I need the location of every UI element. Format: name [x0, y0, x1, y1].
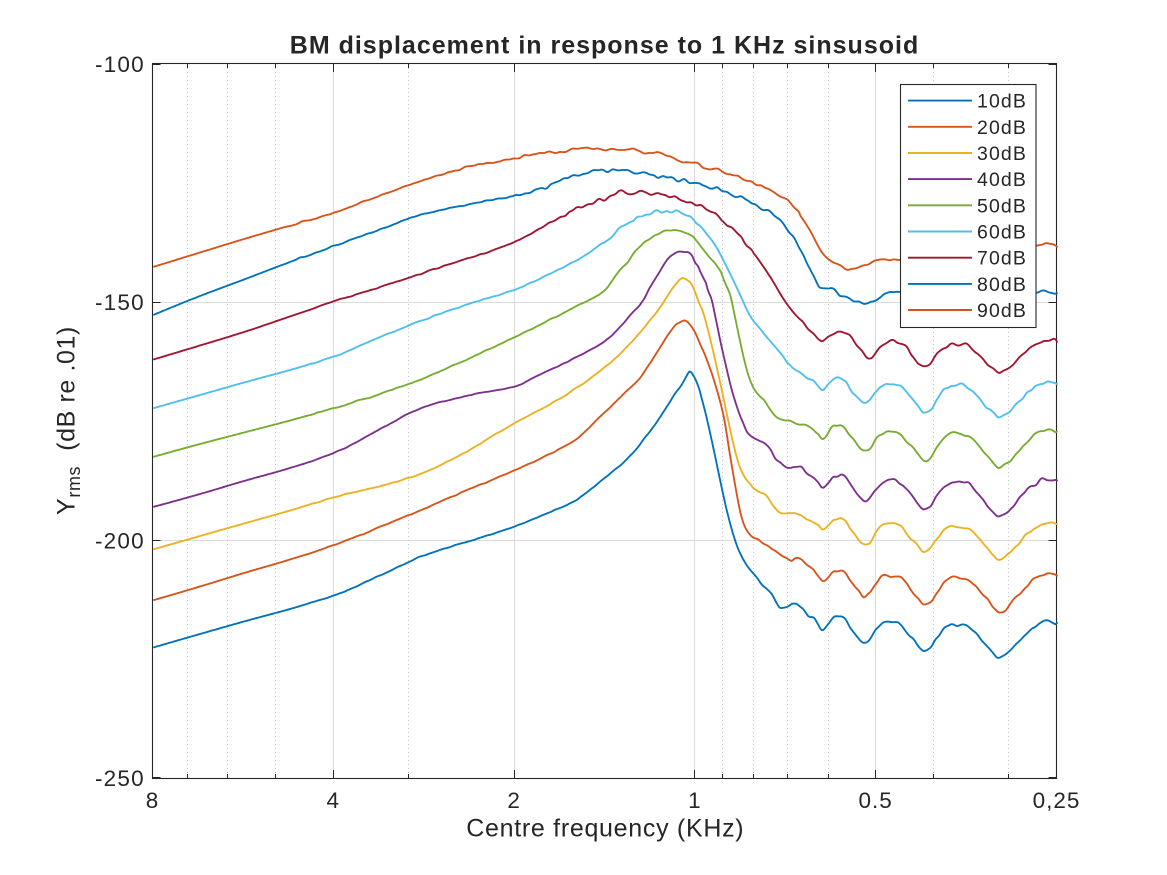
svg-text:4: 4: [327, 788, 341, 813]
svg-text:10dB: 10dB: [977, 91, 1027, 113]
svg-text:8: 8: [146, 788, 160, 813]
svg-text:-200: -200: [95, 528, 145, 553]
svg-text:BM displacement in response to: BM displacement in response to 1 KHz sin…: [290, 32, 919, 60]
svg-text:40dB: 40dB: [977, 169, 1027, 191]
svg-text:60dB: 60dB: [977, 222, 1027, 244]
svg-text:50dB: 50dB: [977, 195, 1027, 217]
svg-text:Centre frequency (KHz): Centre frequency (KHz): [466, 815, 744, 843]
svg-text:-100: -100: [95, 52, 145, 77]
svg-text:70dB: 70dB: [977, 248, 1027, 270]
svg-text:0,25: 0,25: [1033, 788, 1081, 813]
svg-text:Yrms (dB re .01): Yrms (dB re .01): [53, 326, 85, 515]
svg-text:1: 1: [688, 788, 702, 813]
svg-text:2: 2: [507, 788, 521, 813]
svg-text:20dB: 20dB: [977, 117, 1027, 139]
svg-text:30dB: 30dB: [977, 143, 1027, 165]
svg-text:0.5: 0.5: [859, 788, 893, 813]
svg-text:90dB: 90dB: [977, 300, 1027, 322]
svg-text:80dB: 80dB: [977, 274, 1027, 296]
svg-text:-250: -250: [95, 766, 145, 791]
svg-text:-150: -150: [95, 290, 145, 315]
